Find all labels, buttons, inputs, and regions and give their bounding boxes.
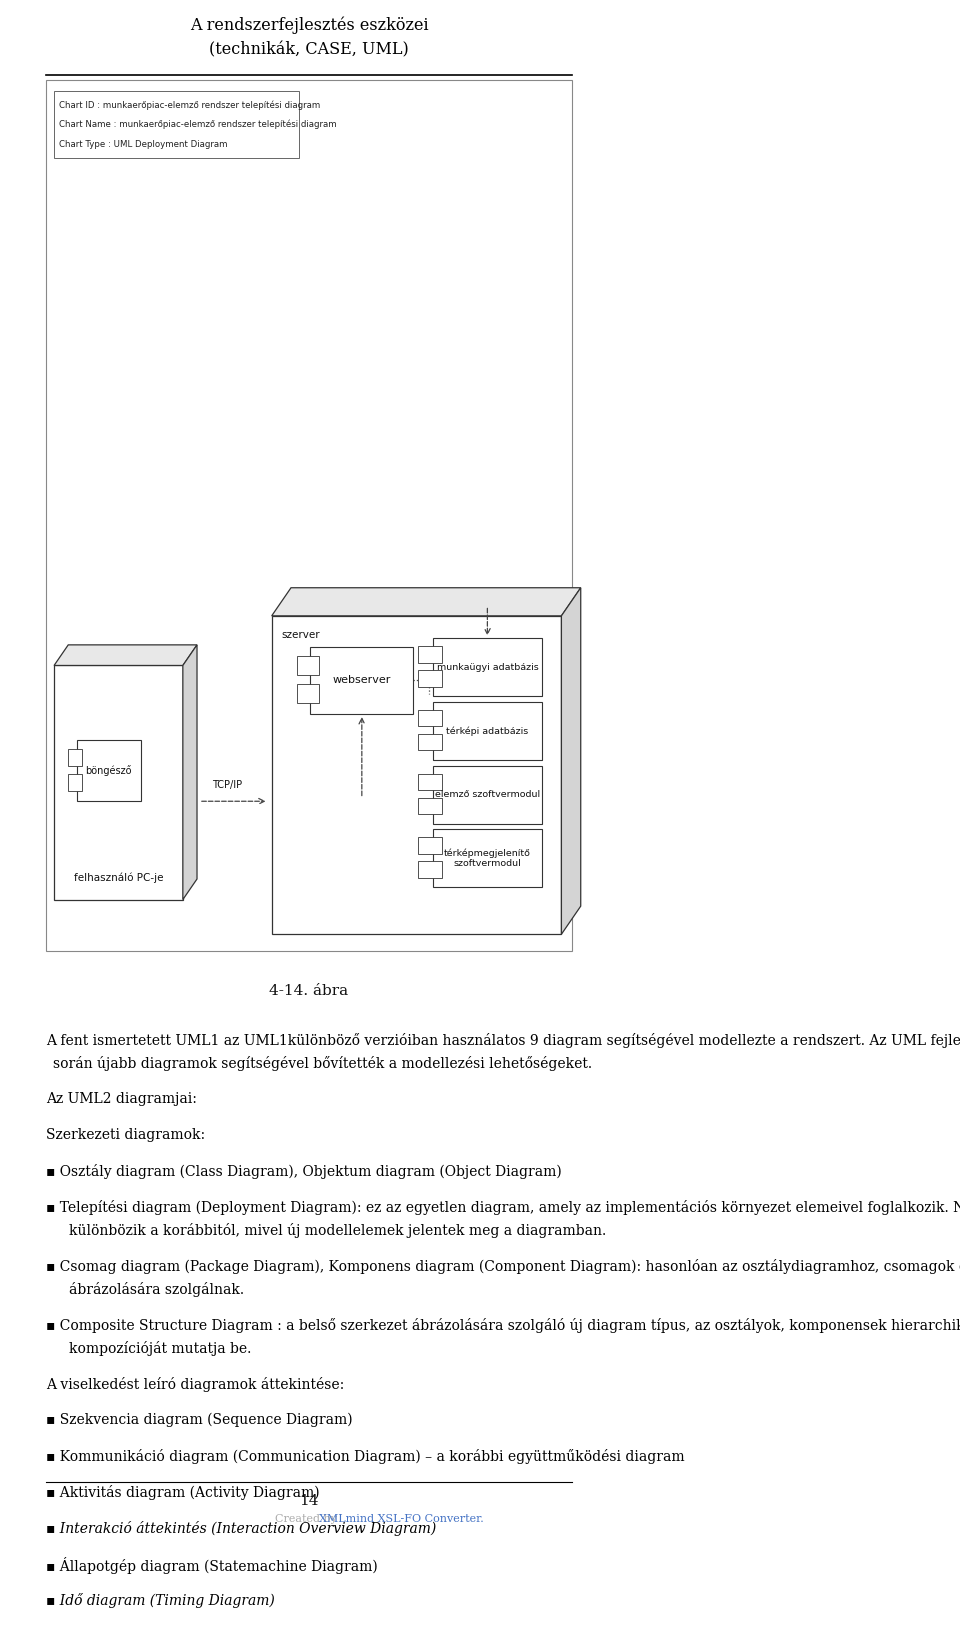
Bar	[297, 656, 320, 674]
Text: Az UML2 diagramjai:: Az UML2 diagramjai:	[46, 1092, 197, 1105]
Bar	[310, 647, 414, 713]
Text: ábrázolására szolgálnak.: ábrázolására szolgálnak.	[69, 1282, 244, 1297]
Text: 4-14. ábra: 4-14. ábra	[270, 983, 348, 998]
Text: ▪ Állapotgép diagram (Statemachine Diagram): ▪ Állapotgép diagram (Statemachine Diagr…	[46, 1557, 378, 1575]
Text: szerver: szerver	[281, 630, 320, 640]
Text: ▪ Csomag diagram (Package Diagram), Komponens diagram (Component Diagram): hason: ▪ Csomag diagram (Package Diagram), Komp…	[46, 1259, 960, 1274]
Text: Created by: Created by	[275, 1514, 340, 1524]
Text: Szerkezeti diagramok:: Szerkezeti diagramok:	[46, 1128, 205, 1142]
Bar	[54, 91, 299, 158]
Text: A rendszerfejlesztés eszközei: A rendszerfejlesztés eszközei	[190, 16, 428, 34]
Text: ▪ Kommunikáció diagram (Communication Diagram) – a korábbi együttműködési diagra: ▪ Kommunikáció diagram (Communication Di…	[46, 1450, 685, 1464]
Polygon shape	[562, 588, 581, 934]
Text: (technikák, CASE, UML): (technikák, CASE, UML)	[209, 41, 409, 58]
Text: 14: 14	[300, 1493, 319, 1508]
Text: során újabb diagramok segítségével bővítették a modellezési lehetőségeket.: során újabb diagramok segítségével bővít…	[53, 1056, 592, 1071]
Polygon shape	[272, 588, 581, 616]
Text: elemző szoftvermodul: elemző szoftvermodul	[435, 790, 540, 800]
Bar	[68, 774, 83, 791]
Bar	[419, 670, 443, 686]
Bar	[46, 80, 572, 951]
Text: ▪ Aktivitás diagram (Activity Diagram): ▪ Aktivitás diagram (Activity Diagram)	[46, 1485, 320, 1500]
Bar	[77, 741, 141, 801]
Bar	[419, 774, 443, 790]
Bar	[433, 829, 542, 887]
Text: XMLmind XSL-FO Converter.: XMLmind XSL-FO Converter.	[320, 1514, 484, 1524]
Text: munkaügyi adatbázis: munkaügyi adatbázis	[437, 663, 539, 671]
Text: ▪ Telepítési diagram (Deployment Diagram): ez az egyetlen diagram, amely az impl: ▪ Telepítési diagram (Deployment Diagram…	[46, 1199, 960, 1216]
Text: ▪ Idő diagram (Timing Diagram): ▪ Idő diagram (Timing Diagram)	[46, 1592, 276, 1609]
Text: térképmegjelenítő
szoftvermodul: térképmegjelenítő szoftvermodul	[444, 848, 531, 868]
Bar	[419, 798, 443, 814]
Bar	[433, 702, 542, 760]
Bar	[68, 749, 83, 765]
Bar	[419, 710, 443, 726]
Text: térképi adatbázis: térképi adatbázis	[446, 726, 529, 736]
Bar	[272, 616, 562, 934]
Text: kompozícióját mutatja be.: kompozícióját mutatja be.	[69, 1341, 252, 1355]
Text: különbözik a korábbitól, mivel új modellelemek jelentek meg a diagramban.: különbözik a korábbitól, mivel új modell…	[69, 1222, 606, 1238]
Text: webserver: webserver	[333, 676, 391, 686]
Polygon shape	[182, 645, 197, 900]
Bar	[419, 837, 443, 853]
Bar	[419, 647, 443, 663]
Text: TCP/IP: TCP/IP	[212, 780, 242, 790]
Bar	[419, 861, 443, 878]
Text: ▪ Osztály diagram (Class Diagram), Objektum diagram (Object Diagram): ▪ Osztály diagram (Class Diagram), Objek…	[46, 1164, 563, 1178]
Bar	[419, 734, 443, 751]
Bar	[297, 684, 320, 702]
Text: böngésző: böngésző	[85, 765, 132, 777]
Text: felhasználó PC-je: felhasználó PC-je	[74, 873, 163, 882]
Text: A viselkedést leíró diagramok áttekintése:: A viselkedést leíró diagramok áttekintés…	[46, 1376, 345, 1391]
Polygon shape	[54, 645, 197, 666]
Text: ▪ Interakció áttekintés (Interaction Overview Diagram): ▪ Interakció áttekintés (Interaction Ove…	[46, 1521, 437, 1536]
Bar	[433, 765, 542, 824]
Text: A fent ismertetett UML1 az UML1különböző verzióiban használatos 9 diagram segíts: A fent ismertetett UML1 az UML1különböző…	[46, 1032, 960, 1048]
Text: ▪ Szekvencia diagram (Sequence Diagram): ▪ Szekvencia diagram (Sequence Diagram)	[46, 1412, 353, 1427]
Text: Chart ID : munkaerőpiac-elemző rendszer telepítési diagram: Chart ID : munkaerőpiac-elemző rendszer …	[60, 101, 321, 111]
Text: Chart Type : UML Deployment Diagram: Chart Type : UML Deployment Diagram	[60, 140, 228, 148]
Bar	[433, 639, 542, 697]
Text: ▪ Composite Structure Diagram : a belső szerkezet ábrázolására szolgáló új diagr: ▪ Composite Structure Diagram : a belső …	[46, 1318, 960, 1332]
Bar	[54, 666, 182, 900]
Text: Chart Name : munkaerőpiac-elemző rendszer telepítési diagram: Chart Name : munkaerőpiac-elemző rendsze…	[60, 120, 337, 130]
